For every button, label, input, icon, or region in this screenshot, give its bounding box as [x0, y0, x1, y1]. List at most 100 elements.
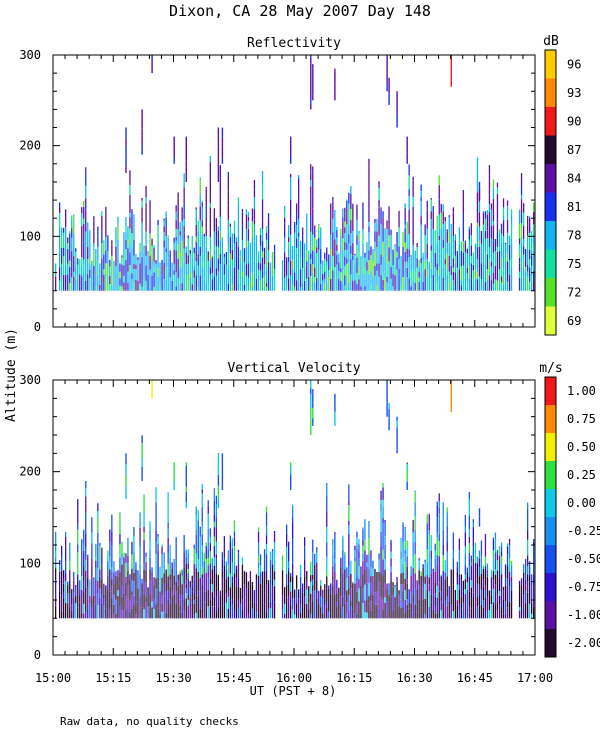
data-cell — [366, 583, 368, 600]
data-cell — [438, 275, 440, 291]
data-cell — [418, 557, 420, 561]
data-cell — [101, 579, 103, 595]
data-cell — [65, 256, 67, 263]
data-cell — [366, 242, 368, 249]
data-cell — [420, 263, 422, 275]
data-cell — [288, 248, 290, 257]
data-cell — [442, 587, 444, 604]
data-cell — [247, 240, 250, 250]
data-cell — [139, 552, 141, 564]
data-cell — [117, 258, 119, 274]
data-cell — [227, 230, 229, 244]
data-cell — [292, 504, 294, 506]
data-cell — [213, 208, 215, 217]
data-cell — [157, 253, 159, 269]
data-cell — [492, 240, 495, 245]
data-cell — [263, 275, 266, 287]
data-cell — [314, 282, 316, 291]
data-cell — [269, 613, 272, 619]
data-cell — [472, 252, 474, 254]
data-cell — [181, 595, 183, 607]
data-cell — [183, 276, 185, 291]
data-cell — [263, 571, 266, 580]
data-cell — [482, 590, 485, 601]
data-cell — [390, 235, 392, 248]
data-cell — [265, 599, 268, 613]
data-cell — [312, 178, 314, 187]
data-cell — [510, 267, 513, 284]
data-cell — [364, 275, 366, 287]
data-cell — [171, 583, 173, 592]
y-tick-label: 0 — [34, 648, 41, 662]
data-cell — [75, 595, 77, 604]
data-cell — [386, 402, 388, 417]
data-cell — [153, 247, 155, 262]
data-cell — [225, 593, 227, 603]
data-cell — [99, 263, 101, 267]
data-cell — [533, 541, 535, 547]
data-cell — [131, 591, 133, 596]
data-cell — [394, 256, 396, 267]
data-cell — [527, 560, 529, 567]
data-cell — [304, 245, 306, 259]
data-cell — [123, 565, 125, 581]
data-cell — [476, 236, 479, 243]
data-cell — [344, 581, 346, 596]
data-cell — [494, 251, 497, 266]
data-cell — [368, 260, 370, 275]
data-cell — [133, 536, 135, 552]
data-cell — [195, 256, 197, 262]
data-cell — [227, 269, 229, 284]
data-cell — [342, 583, 344, 597]
data-cell — [508, 274, 511, 291]
data-cell — [253, 209, 256, 220]
data-cell — [466, 604, 468, 619]
data-cell — [235, 242, 238, 256]
data-cell — [95, 273, 97, 287]
data-cell — [529, 232, 531, 238]
data-cell — [476, 271, 479, 280]
data-cell — [105, 608, 107, 619]
data-cell — [111, 603, 113, 619]
data-cell — [306, 250, 308, 262]
data-cell — [500, 607, 503, 619]
data-cell — [261, 241, 264, 252]
data-cell — [310, 55, 312, 58]
data-cell — [205, 591, 207, 603]
data-cell — [312, 540, 314, 552]
data-cell — [213, 546, 215, 558]
data-cell — [139, 574, 141, 589]
data-cell — [370, 600, 372, 611]
data-cell — [129, 252, 131, 266]
data-cell — [129, 585, 131, 600]
data-cell — [430, 258, 432, 263]
data-cell — [490, 261, 493, 267]
data-cell — [384, 228, 386, 244]
data-cell — [259, 263, 262, 271]
data-cell — [312, 171, 314, 178]
data-cell — [358, 279, 360, 291]
data-cell — [442, 503, 444, 509]
data-cell — [195, 261, 197, 268]
colorbar-frame — [544, 49, 557, 336]
data-cell — [191, 236, 193, 238]
data-cell — [233, 536, 236, 546]
data-cell — [175, 259, 177, 273]
data-cell — [444, 606, 446, 619]
data-cell — [271, 275, 274, 291]
data-cell — [91, 532, 93, 544]
data-cell — [334, 551, 336, 559]
data-cell — [97, 246, 99, 261]
data-cell — [320, 580, 322, 582]
data-cell — [376, 223, 378, 232]
data-cell — [492, 571, 495, 580]
data-cell — [141, 222, 143, 229]
data-cell — [468, 520, 470, 530]
data-cell — [426, 549, 428, 563]
data-cell — [151, 261, 153, 276]
data-cell — [61, 571, 63, 578]
data-cell — [396, 257, 398, 270]
data-cell — [390, 605, 392, 619]
data-cell — [231, 259, 233, 269]
data-cell — [93, 247, 95, 252]
